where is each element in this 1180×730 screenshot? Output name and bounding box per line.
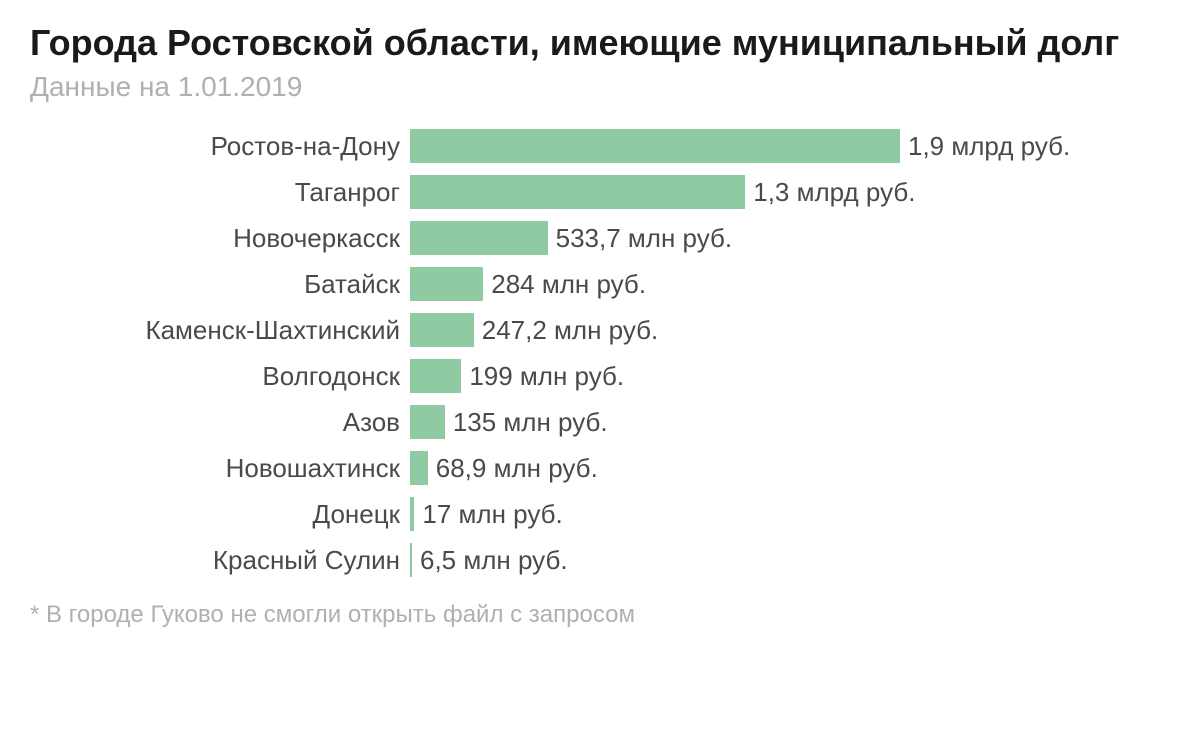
bar-wrap: 533,7 млн руб. <box>410 215 1150 261</box>
chart-subtitle: Данные на 1.01.2019 <box>30 71 1150 103</box>
bar-row: Новошахтинск 68,9 млн руб. <box>30 445 1150 491</box>
bar-wrap: 1,9 млрд руб. <box>410 123 1150 169</box>
bar-row: Каменск-Шахтинский 247,2 млн руб. <box>30 307 1150 353</box>
city-label: Новочеркасск <box>30 223 410 254</box>
value-label: 1,3 млрд руб. <box>753 177 915 208</box>
bar <box>410 497 414 531</box>
bar-row: Красный Сулин 6,5 млн руб. <box>30 537 1150 583</box>
city-label: Азов <box>30 407 410 438</box>
bar <box>410 451 428 485</box>
value-label: 17 млн руб. <box>422 499 562 530</box>
bar-row: Батайск 284 млн руб. <box>30 261 1150 307</box>
bar-chart: Ростов-на-Дону 1,9 млрд руб. Таганрог 1,3 м… <box>30 123 1150 583</box>
value-label: 68,9 млн руб. <box>436 453 598 484</box>
bar-wrap: 6,5 млн руб. <box>410 537 1150 583</box>
bar-wrap: 284 млн руб. <box>410 261 1150 307</box>
bar-row: Таганрог 1,3 млрд руб. <box>30 169 1150 215</box>
chart-footnote: * В городе Гуково не смогли открыть файл… <box>30 601 1150 629</box>
bar-wrap: 68,9 млн руб. <box>410 445 1150 491</box>
city-label: Каменск-Шахтинский <box>30 315 410 346</box>
bar-row: Донецк 17 млн руб. <box>30 491 1150 537</box>
bar-wrap: 247,2 млн руб. <box>410 307 1150 353</box>
chart-title: Города Ростовской области, имеющие муниц… <box>30 20 1150 65</box>
bar <box>410 313 474 347</box>
value-label: 1,9 млрд руб. <box>908 131 1070 162</box>
value-label: 247,2 млн руб. <box>482 315 659 346</box>
bar <box>410 175 745 209</box>
value-label: 199 млн руб. <box>469 361 624 392</box>
city-label: Таганрог <box>30 177 410 208</box>
value-label: 6,5 млн руб. <box>420 545 568 576</box>
bar <box>410 129 900 163</box>
bar <box>410 543 412 577</box>
city-label: Ростов-на-Дону <box>30 131 410 162</box>
city-label: Батайск <box>30 269 410 300</box>
bar-wrap: 17 млн руб. <box>410 491 1150 537</box>
bar-wrap: 135 млн руб. <box>410 399 1150 445</box>
bar-wrap: 199 млн руб. <box>410 353 1150 399</box>
bar-row: Новочеркасск 533,7 млн руб. <box>30 215 1150 261</box>
value-label: 533,7 млн руб. <box>556 223 733 254</box>
city-label: Красный Сулин <box>30 545 410 576</box>
bar-row: Азов 135 млн руб. <box>30 399 1150 445</box>
bar <box>410 221 548 255</box>
bar <box>410 267 483 301</box>
city-label: Волгодонск <box>30 361 410 392</box>
bar <box>410 359 461 393</box>
city-label: Новошахтинск <box>30 453 410 484</box>
bar-row: Волгодонск 199 млн руб. <box>30 353 1150 399</box>
value-label: 135 млн руб. <box>453 407 608 438</box>
bar-row: Ростов-на-Дону 1,9 млрд руб. <box>30 123 1150 169</box>
city-label: Донецк <box>30 499 410 530</box>
value-label: 284 млн руб. <box>491 269 646 300</box>
bar <box>410 405 445 439</box>
bar-wrap: 1,3 млрд руб. <box>410 169 1150 215</box>
